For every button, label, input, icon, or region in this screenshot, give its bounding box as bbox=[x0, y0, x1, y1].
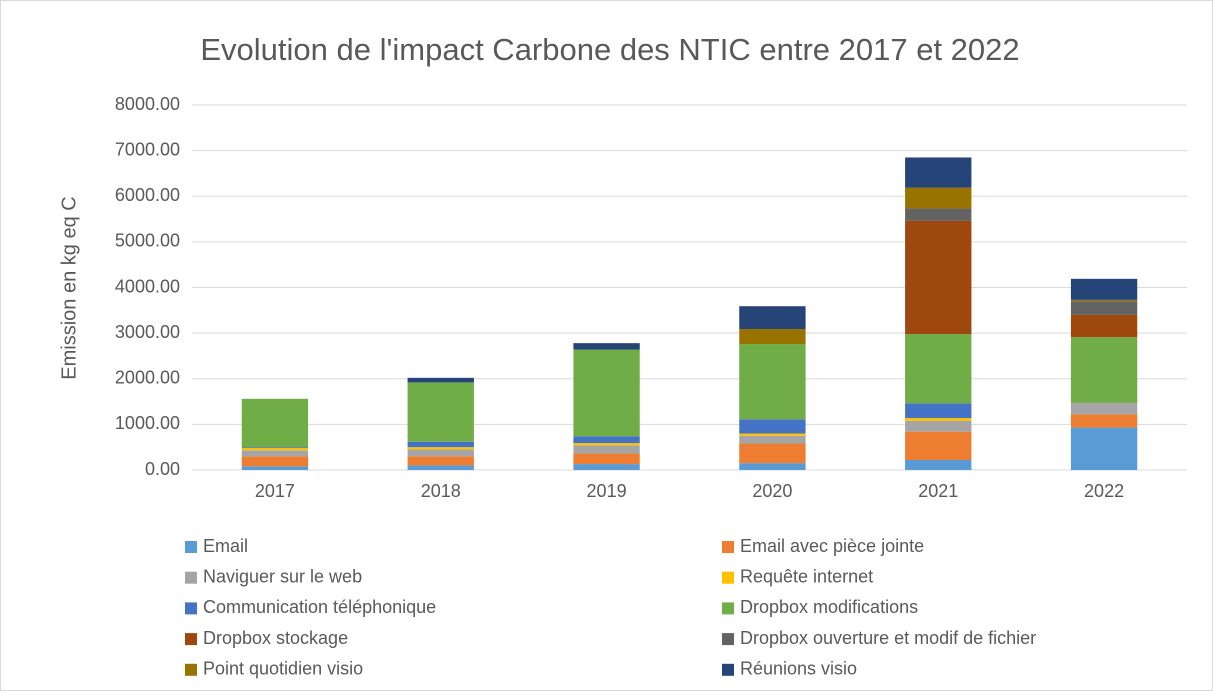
bar-segment bbox=[573, 445, 640, 454]
bar-segment bbox=[407, 447, 474, 450]
bar-segment bbox=[407, 441, 474, 448]
bar-segment bbox=[407, 456, 474, 466]
y-axis-label: Emission en kg eq C bbox=[58, 196, 80, 379]
bar-segment bbox=[573, 464, 640, 470]
legend-label: Point quotidien visio bbox=[203, 659, 363, 679]
bar-segment bbox=[1070, 278, 1138, 300]
legend-swatch bbox=[722, 541, 734, 553]
bar-segment bbox=[905, 187, 972, 209]
bar-segment bbox=[905, 420, 972, 432]
bar-segment bbox=[1070, 427, 1138, 470]
bar-segment bbox=[573, 443, 640, 446]
legend-label: Dropbox ouverture et modif de fichier bbox=[740, 628, 1036, 648]
bar-segment bbox=[739, 306, 806, 330]
legend-label: Réunions visio bbox=[740, 659, 857, 679]
bar-segment bbox=[739, 463, 806, 470]
bar-segment bbox=[241, 448, 309, 451]
bar-segment bbox=[573, 349, 640, 437]
legend-label: Email avec pièce jointe bbox=[740, 536, 924, 556]
bar-segment bbox=[1070, 402, 1138, 415]
legend-label: Dropbox modifications bbox=[740, 597, 918, 617]
legend-label: Email bbox=[203, 536, 248, 556]
bar-segment bbox=[1070, 314, 1138, 338]
legend-label: Requête internet bbox=[740, 566, 873, 586]
bar-segment bbox=[1070, 414, 1138, 428]
bar-segment bbox=[1070, 337, 1138, 403]
y-tick-label: 3000.00 bbox=[115, 322, 180, 342]
y-tick-label: 0.00 bbox=[145, 459, 180, 479]
bar-segment bbox=[739, 419, 806, 434]
bar-segment bbox=[739, 433, 806, 436]
y-tick-label: 2000.00 bbox=[115, 368, 180, 388]
x-tick-label: 2019 bbox=[587, 481, 627, 501]
bar-segment bbox=[407, 449, 474, 457]
bar-segment bbox=[241, 456, 309, 467]
y-tick-label: 5000.00 bbox=[115, 231, 180, 251]
bar-segment bbox=[905, 220, 972, 335]
bar-segment bbox=[905, 334, 972, 404]
legend-swatch bbox=[722, 633, 734, 646]
y-tick-label: 6000.00 bbox=[115, 185, 180, 205]
bar-segment bbox=[739, 329, 806, 345]
bar-segment bbox=[407, 382, 474, 442]
bar-segment bbox=[407, 377, 474, 383]
legend-label: Dropbox stockage bbox=[203, 628, 348, 648]
bar-segment bbox=[241, 450, 309, 457]
bar-segment bbox=[905, 417, 972, 421]
legend-swatch bbox=[185, 602, 197, 615]
x-tick-label: 2020 bbox=[752, 481, 792, 501]
legend-swatch bbox=[185, 663, 197, 676]
bar-segment bbox=[241, 398, 309, 448]
legend-swatch bbox=[185, 571, 197, 584]
bar-segment bbox=[905, 431, 972, 460]
bar-segment bbox=[241, 447, 309, 449]
legend-swatch bbox=[722, 602, 734, 615]
legend-label: Communication téléphonique bbox=[203, 597, 436, 617]
bar-segment bbox=[905, 403, 972, 418]
chart-title: Evolution de l'impact Carbone des NTIC e… bbox=[200, 32, 1019, 67]
y-tick-label: 8000.00 bbox=[115, 94, 180, 114]
legend-swatch bbox=[722, 571, 734, 584]
bar-segment bbox=[573, 453, 640, 465]
bar-segment bbox=[573, 343, 640, 350]
y-tick-label: 1000.00 bbox=[115, 413, 180, 433]
legend-swatch bbox=[185, 541, 197, 553]
bar-segment bbox=[1070, 301, 1138, 315]
bar-segment bbox=[905, 459, 972, 470]
bar-segment bbox=[905, 208, 972, 221]
y-tick-label: 7000.00 bbox=[115, 139, 180, 159]
x-tick-label: 2022 bbox=[1084, 481, 1124, 501]
bar-segment bbox=[739, 344, 806, 420]
bar-segment bbox=[407, 465, 474, 470]
bar-segment bbox=[1070, 299, 1138, 302]
legend-swatch bbox=[185, 633, 197, 646]
x-tick-label: 2017 bbox=[255, 481, 295, 501]
y-tick-label: 4000.00 bbox=[115, 276, 180, 296]
bar-segment bbox=[739, 435, 806, 444]
bar-segment bbox=[241, 466, 309, 470]
legend-swatch bbox=[722, 663, 734, 676]
legend-label: Naviguer sur le web bbox=[203, 566, 362, 586]
bar-segment bbox=[573, 436, 640, 444]
x-tick-label: 2021 bbox=[918, 481, 958, 501]
x-tick-label: 2018 bbox=[421, 481, 461, 501]
bar-segment bbox=[905, 157, 972, 188]
bar-segment bbox=[739, 443, 806, 464]
